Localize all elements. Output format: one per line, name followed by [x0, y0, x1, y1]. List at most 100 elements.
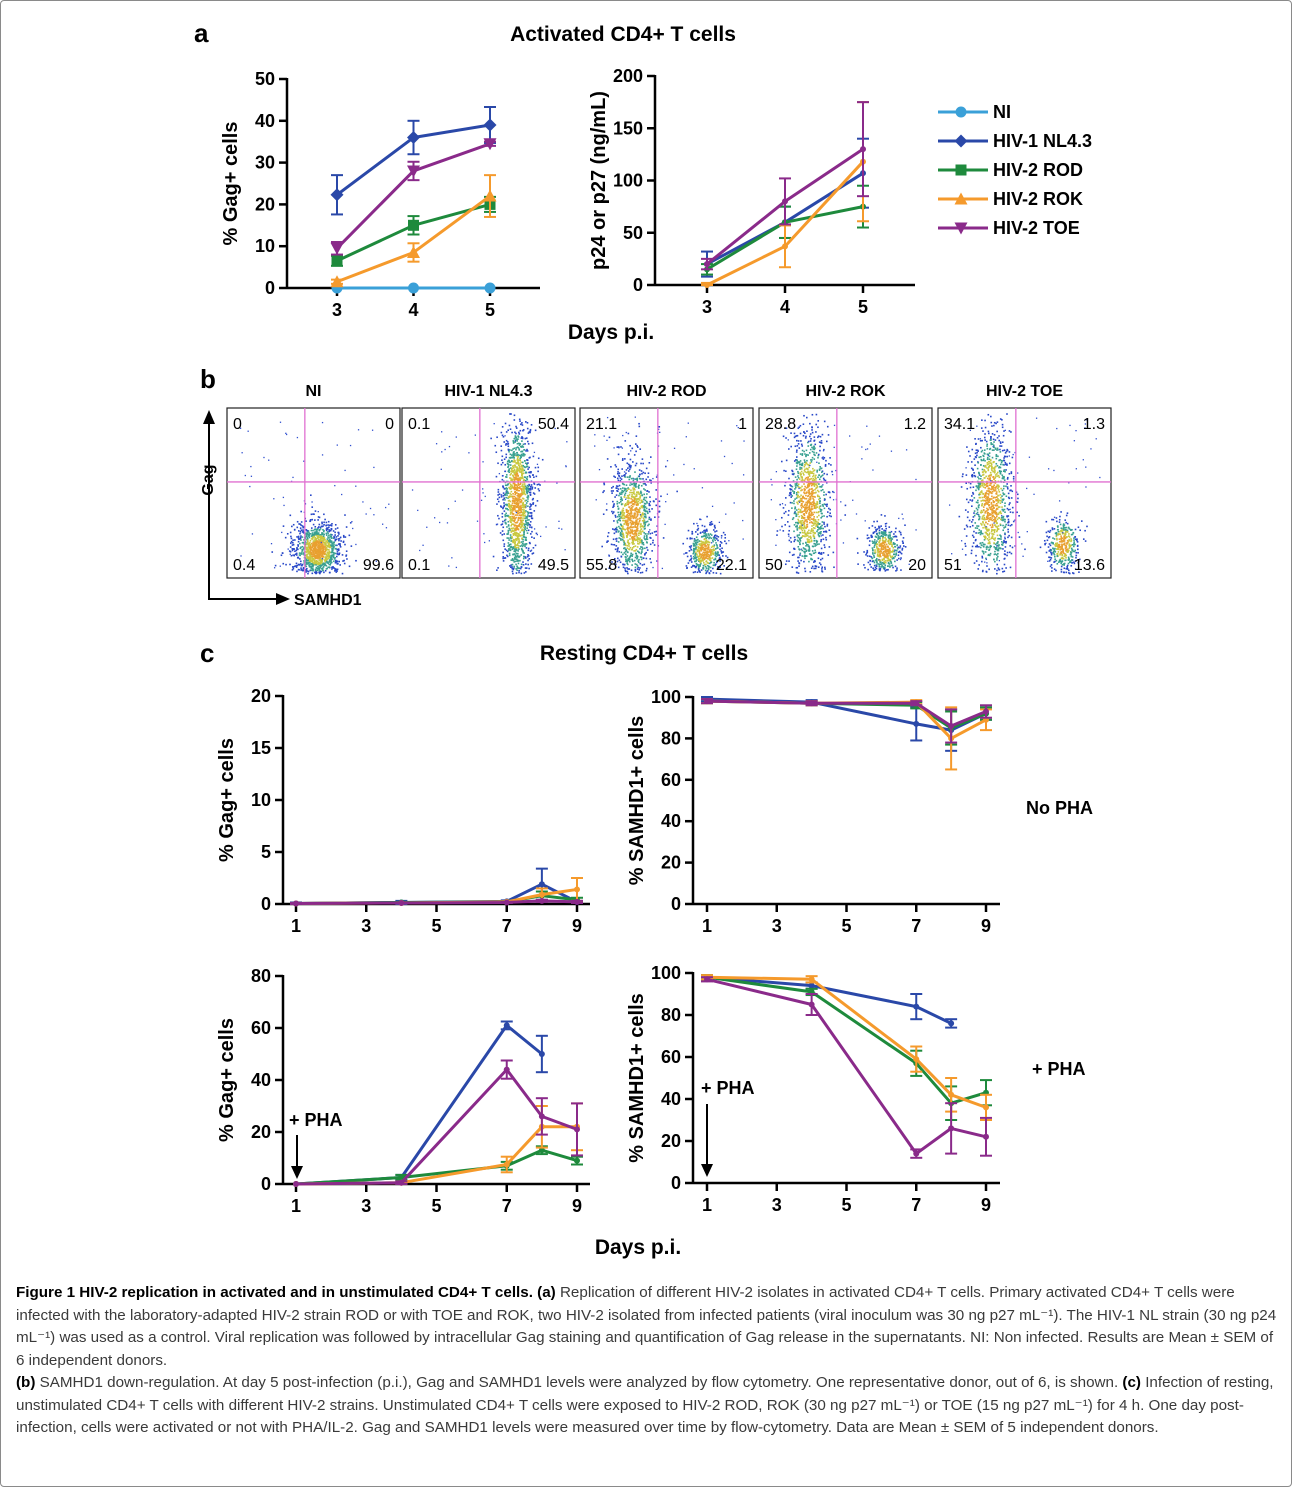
y-tick-label: 80 — [251, 966, 271, 986]
data-point — [574, 886, 580, 893]
caption-a-text: Replication of different HIV-2 isolates … — [16, 1284, 1277, 1369]
chart-c-samhd1-pha: 0 20 40 60 80 100 1 3 5 7 9 % SAMHD1+ cells — [626, 963, 1000, 1215]
flow-plot-frame — [401, 407, 576, 579]
data-point — [948, 1091, 955, 1098]
flow-dot-cloud — [239, 421, 390, 575]
data-point — [782, 198, 788, 205]
data-point — [398, 899, 405, 906]
data-point — [293, 900, 299, 907]
x-tick-label: 5 — [841, 916, 851, 936]
legend-label: HIV-2 TOE — [993, 218, 1080, 238]
data-point — [407, 165, 420, 178]
y-axis-label: p24 or p27 (ng/mL) — [588, 91, 610, 270]
data-point — [808, 976, 815, 983]
y-tick-label: 50 — [623, 223, 643, 243]
data-point — [503, 1066, 510, 1073]
data-point — [808, 982, 815, 989]
x-tick-label: 5 — [841, 1195, 851, 1215]
y-tick-label: 40 — [661, 811, 681, 831]
y-tick-label: 80 — [661, 728, 681, 748]
legend-label: NI — [993, 102, 1011, 122]
y-tick-label: 60 — [661, 1047, 681, 1067]
quadrant-ul-value: 0.1 — [408, 416, 430, 433]
y-tick-label: 50 — [255, 69, 275, 89]
flow-plot-frame — [937, 407, 1112, 579]
chart-a-gag: 0 10 20 30 40 50 3 4 5 % Gag+ cells — [220, 69, 540, 320]
x-tick-label: 7 — [911, 1195, 921, 1215]
y-tick-label: 15 — [251, 738, 271, 758]
x-tick-label: 9 — [572, 1196, 582, 1216]
quadrant-ll-value: 0.4 — [233, 557, 255, 574]
series-hiv-2-rod — [701, 974, 992, 1121]
data-point — [408, 282, 419, 294]
x-tick-label: 9 — [981, 916, 991, 936]
x-tick-label: 7 — [502, 1196, 512, 1216]
data-point — [503, 899, 510, 906]
pha-arrow-label-right: + PHA — [701, 1078, 755, 1098]
y-tick-label: 80 — [661, 1005, 681, 1025]
series-line — [295, 1023, 543, 1186]
quadrant-lr-value: 20 — [908, 557, 926, 574]
data-point — [704, 976, 710, 983]
legend-item-hiv-1-nl4-3: HIV-1 NL4.3 — [938, 131, 1092, 151]
data-point — [574, 1126, 580, 1133]
x-tick-label: 5 — [431, 1196, 441, 1216]
x-tick-label: 5 — [431, 916, 441, 936]
y-tick-label: 0 — [633, 275, 643, 295]
x-tick-label: 3 — [772, 916, 782, 936]
legend-label: HIV-2 ROK — [993, 189, 1083, 209]
flow-plot-frame — [758, 407, 933, 579]
data-point — [330, 188, 344, 202]
y-tick-label: 10 — [251, 790, 271, 810]
flow-plot-hiv-2-rok: HIV-2 ROK 28.8 1.2 50 20 — [758, 383, 933, 579]
data-point — [860, 146, 866, 153]
series-hiv-1-nl4-3 — [330, 106, 497, 216]
y-tick-label: 40 — [251, 1070, 271, 1090]
data-point — [704, 261, 710, 268]
caption-c-text: Infection of resting, unstimulated CD4+ … — [16, 1374, 1274, 1436]
data-point — [331, 255, 343, 267]
flow-dot-cloud — [948, 413, 1101, 575]
quadrant-ul-value: 34.1 — [944, 416, 975, 433]
caption-c-label: (c) — [1122, 1374, 1141, 1391]
series-line — [706, 975, 952, 1025]
data-point — [808, 1001, 815, 1008]
flow-dot-cloud — [411, 413, 568, 575]
y-tick-label: 60 — [251, 1018, 271, 1038]
data-point — [948, 1020, 955, 1027]
panel-c-title: Resting CD4+ T cells — [540, 642, 748, 665]
series-ni — [331, 282, 496, 294]
legend-item-ni: NI — [938, 102, 1011, 122]
x-tick-label: 7 — [502, 916, 512, 936]
data-point — [948, 722, 955, 729]
row-label-no-pha: No PHA — [1026, 798, 1093, 818]
quadrant-ll-value: 0.1 — [408, 557, 430, 574]
y-tick-label: 0 — [261, 1174, 271, 1194]
y-tick-label: 60 — [661, 770, 681, 790]
data-point — [983, 708, 989, 715]
series-hiv-2-rok — [330, 174, 497, 288]
flow-plot-title: NI — [306, 383, 322, 400]
x-tick-label: 4 — [408, 300, 418, 320]
x-tick-label: 9 — [981, 1195, 991, 1215]
series-hiv-2-toe — [330, 138, 497, 256]
chart-c-gag-pha: 0 20 40 60 80 1 3 5 7 9 % Gag+ cells — [216, 966, 590, 1216]
series-hiv-2-toe — [701, 976, 992, 1159]
data-point — [704, 698, 710, 705]
legend-label: HIV-1 NL4.3 — [993, 131, 1092, 151]
flow-xaxis-label: SAMHD1 — [294, 592, 362, 609]
y-axis-label: % Gag+ cells — [216, 738, 238, 862]
quadrant-lr-value: 49.5 — [538, 557, 569, 574]
panel-c-xlabel: Days p.i. — [595, 1236, 681, 1259]
y-tick-label: 40 — [661, 1089, 681, 1109]
x-tick-label: 1 — [702, 916, 712, 936]
legend-marker — [954, 222, 968, 235]
data-point — [948, 1125, 955, 1132]
y-axis-label: % SAMHD1+ cells — [626, 993, 648, 1163]
y-tick-label: 20 — [255, 194, 275, 214]
flow-yaxis-label: Gag — [200, 464, 217, 495]
quadrant-ul-value: 21.1 — [586, 416, 617, 433]
data-point — [483, 138, 497, 151]
flow-plot-title: HIV-1 NL4.3 — [444, 383, 532, 400]
x-tick-label: 3 — [772, 1195, 782, 1215]
